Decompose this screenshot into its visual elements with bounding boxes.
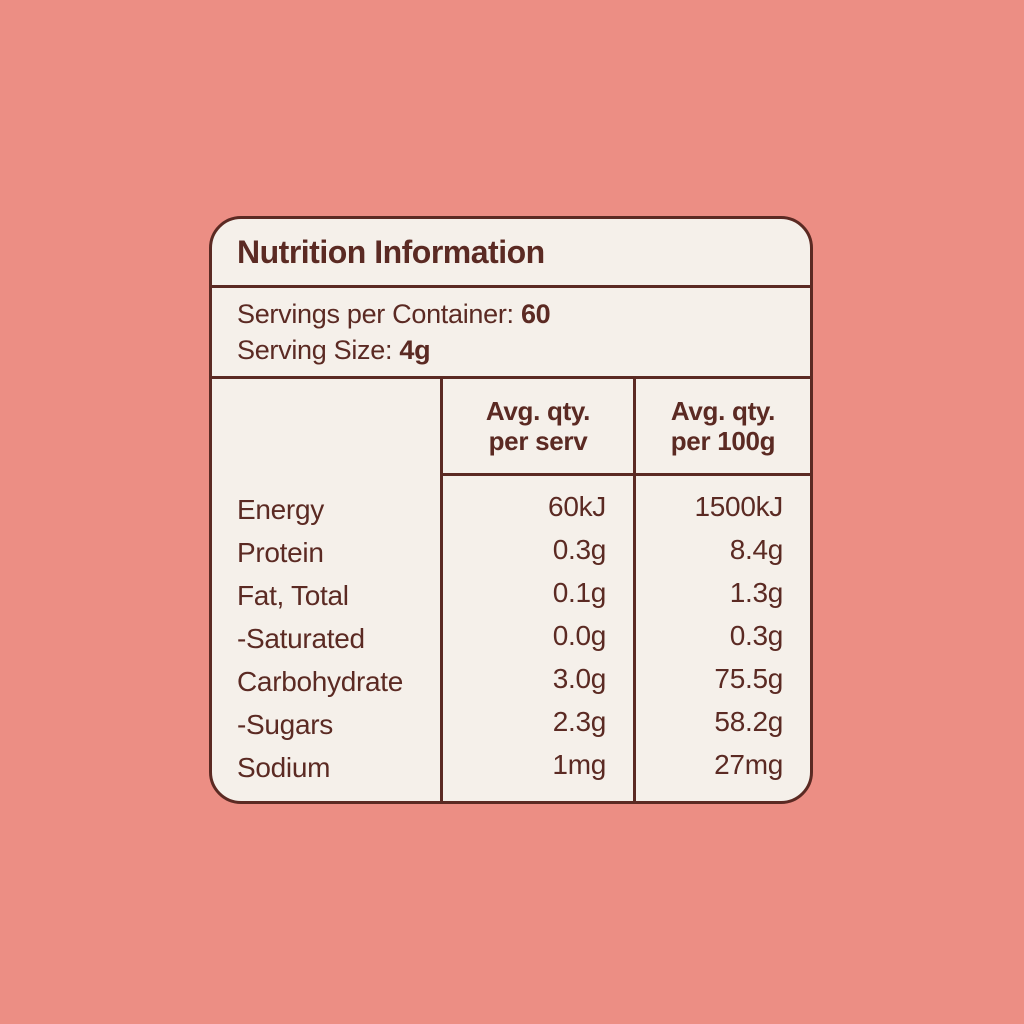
- row-value-per-100g: 27mg: [714, 749, 783, 780]
- column-per-100g: Avg. qty. per 100g 1500kJ 8.4g 1.3g 0.3g…: [633, 379, 810, 801]
- servings-section: Servings per Container: 60 Serving Size:…: [212, 288, 810, 379]
- per-100g-header-line2: per 100g: [670, 426, 776, 456]
- row-label: -Sugars: [237, 709, 333, 740]
- per-serv-value-cells: 60kJ 0.3g 0.1g 0.0g 3.0g 2.3g 1mg: [443, 476, 633, 786]
- row-value-per-serv: 0.1g: [552, 577, 607, 608]
- row-value-per-serv: 60kJ: [548, 491, 606, 522]
- serving-size-label: Serving Size:: [237, 335, 400, 365]
- servings-per-container-label: Servings per Container:: [237, 299, 521, 329]
- row-value-per-100g: 1.3g: [729, 577, 784, 608]
- row-value-per-100g: 58.2g: [714, 706, 783, 737]
- nutrient-header-cell-empty: [212, 379, 440, 476]
- nutrition-card: Nutrition Information Servings per Conta…: [209, 216, 813, 804]
- row-label: Carbohydrate: [237, 666, 404, 697]
- column-per-serv: Avg. qty. per serv 60kJ 0.3g 0.1g 0.0g 3…: [440, 379, 633, 801]
- column-nutrient-labels: Energy Protein Fat, Total -Saturated Car…: [212, 379, 440, 801]
- row-value-per-serv: 0.3g: [552, 534, 607, 565]
- per-100g-value-cells: 1500kJ 8.4g 1.3g 0.3g 75.5g 58.2g 27mg: [636, 476, 810, 786]
- row-label: Fat, Total: [237, 580, 349, 611]
- row-value-per-serv: 1mg: [552, 749, 606, 780]
- per-serv-header-line1: Avg. qty.: [485, 396, 591, 426]
- row-label: Energy: [237, 494, 324, 525]
- row-value-per-100g: 75.5g: [714, 663, 783, 694]
- row-value-per-100g: 0.3g: [729, 620, 784, 651]
- per-serv-header: Avg. qty. per serv: [443, 379, 633, 476]
- card-title: Nutrition Information: [237, 233, 545, 270]
- serving-size-value: 4g: [399, 335, 431, 365]
- row-value-per-serv: 3.0g: [552, 663, 607, 694]
- serving-size-line: Serving Size: 4g: [237, 332, 810, 368]
- servings-per-container-value: 60: [520, 299, 551, 329]
- nutrient-label-cells: Energy Protein Fat, Total -Saturated Car…: [212, 476, 440, 789]
- row-value-per-serv: 2.3g: [552, 706, 607, 737]
- row-label: Protein: [237, 537, 324, 568]
- per-100g-header: Avg. qty. per 100g: [636, 379, 810, 476]
- row-value-per-serv: 0.0g: [552, 620, 607, 651]
- per-100g-header-line1: Avg. qty.: [670, 396, 776, 426]
- row-label: Sodium: [237, 752, 331, 783]
- row-label: -Saturated: [237, 623, 365, 654]
- servings-per-container-line: Servings per Container: 60: [237, 296, 810, 332]
- per-serv-header-line2: per serv: [488, 426, 588, 456]
- row-value-per-100g: 1500kJ: [694, 491, 784, 522]
- card-title-section: Nutrition Information: [212, 219, 810, 288]
- row-value-per-100g: 8.4g: [729, 534, 784, 565]
- nutrition-table: Energy Protein Fat, Total -Saturated Car…: [212, 379, 810, 801]
